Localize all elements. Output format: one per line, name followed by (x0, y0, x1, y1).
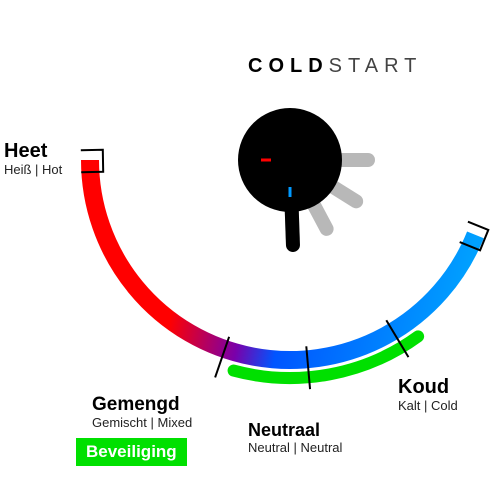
brand-light: START (329, 55, 423, 77)
label-neutral: Neutraal Neutral | Neutral (248, 420, 342, 456)
label-mixed: Gemengd Gemischt | Mixed (92, 394, 192, 431)
label-mixed-title: Gemengd (92, 394, 192, 416)
diagram-stage: COLDSTART Heet Heiß | Hot Gemengd Gemisc… (0, 0, 500, 500)
label-hot-sub: Heiß | Hot (4, 163, 62, 178)
label-hot-title: Heet (4, 140, 62, 163)
label-cold-title: Koud (398, 376, 458, 399)
brand-bold: COLD (248, 55, 329, 77)
label-neutral-title: Neutraal (248, 420, 342, 441)
label-mixed-sub: Gemischt | Mixed (92, 416, 192, 431)
label-neutral-sub: Neutral | Neutral (248, 441, 342, 456)
label-hot: Heet Heiß | Hot (4, 140, 62, 178)
security-badge-text: Beveiliging (86, 442, 177, 461)
brand-title: COLDSTART (248, 55, 422, 78)
security-badge: Beveiliging (76, 438, 187, 466)
label-cold: Koud Kalt | Cold (398, 376, 458, 414)
label-cold-sub: Kalt | Cold (398, 399, 458, 414)
